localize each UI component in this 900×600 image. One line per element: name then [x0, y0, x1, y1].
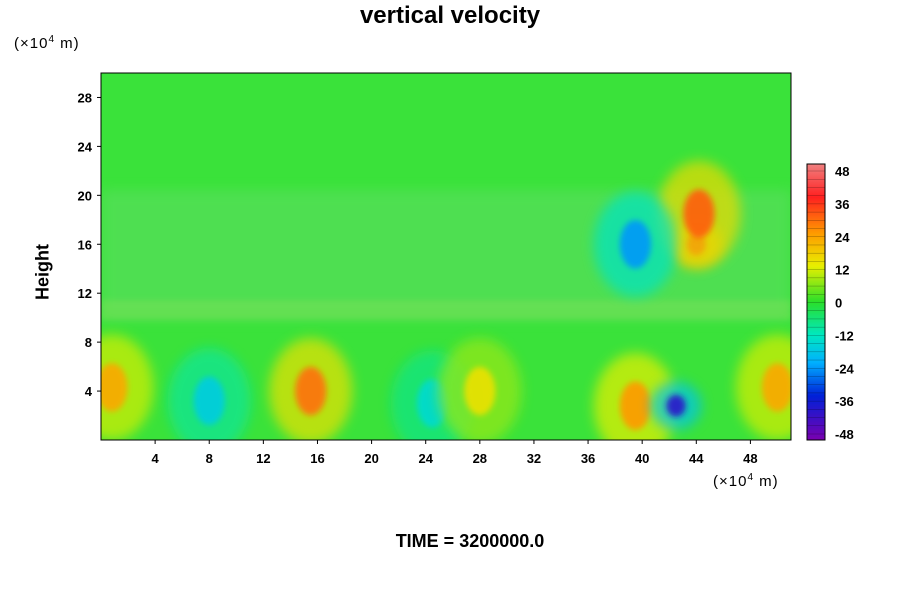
- feature-core: [761, 363, 791, 412]
- heatmap-field: [101, 73, 791, 440]
- x-tick-label: 32: [527, 451, 541, 466]
- feature-core: [666, 394, 686, 417]
- x-tick-label: 12: [256, 451, 270, 466]
- x-tick-label: 48: [743, 451, 757, 466]
- x-tick-label: 8: [206, 451, 213, 466]
- feature-core: [619, 381, 652, 430]
- colorbar-label: -12: [835, 328, 854, 343]
- y-tick-label: 28: [78, 90, 92, 105]
- y-tick-label: 20: [78, 188, 92, 203]
- x-tick-label: 24: [418, 451, 433, 466]
- colorbar-label: 12: [835, 263, 849, 278]
- colorbar-label: 36: [835, 197, 849, 212]
- chart-title: vertical velocity: [359, 2, 541, 29]
- colorbar-label: -24: [835, 361, 855, 376]
- colorbar-label: -36: [835, 394, 854, 409]
- plot-frame: [100, 72, 792, 441]
- y-tick-label: 24: [78, 139, 93, 154]
- y-tick-label: 16: [78, 237, 92, 252]
- x-tick-label: 28: [473, 451, 487, 466]
- y-tick-label: 8: [85, 335, 92, 350]
- y-tick-label: 12: [78, 286, 92, 301]
- x-tick-label: 4: [152, 451, 160, 466]
- feature-core: [101, 363, 128, 412]
- feature-core: [295, 366, 327, 416]
- y-ticks: 4 8 12 16 20 24 28: [78, 90, 101, 399]
- band-edge: [101, 300, 791, 320]
- colorbar-lines: [807, 170, 825, 435]
- x-axis-unit: (×104 m): [713, 472, 779, 490]
- colorbar-label: 48: [835, 164, 849, 179]
- x-ticks: 4 8 12 16 20 24 28 32 36 40 44 48: [152, 440, 758, 466]
- time-label: TIME = 3200000.0: [395, 531, 545, 551]
- y-axis-unit: (×104 m): [14, 34, 80, 52]
- colorbar-label: -48: [835, 427, 854, 442]
- feature-core: [193, 376, 225, 426]
- feature-core: [683, 189, 715, 238]
- y-tick-label: 4: [85, 384, 93, 399]
- colorbar-label: 0: [835, 296, 842, 311]
- x-tick-label: 44: [689, 451, 704, 466]
- feature-core: [619, 220, 652, 269]
- feature-core: [464, 366, 496, 416]
- colorbar-label: 24: [835, 230, 850, 245]
- x-tick-label: 40: [635, 451, 649, 466]
- colorbar-labels: 48 36 24 12 0 -12 -24 -36 -48: [835, 164, 855, 442]
- x-tick-label: 16: [310, 451, 324, 466]
- colorbar: [806, 163, 826, 441]
- x-tick-label: 20: [364, 451, 378, 466]
- x-tick-label: 36: [581, 451, 595, 466]
